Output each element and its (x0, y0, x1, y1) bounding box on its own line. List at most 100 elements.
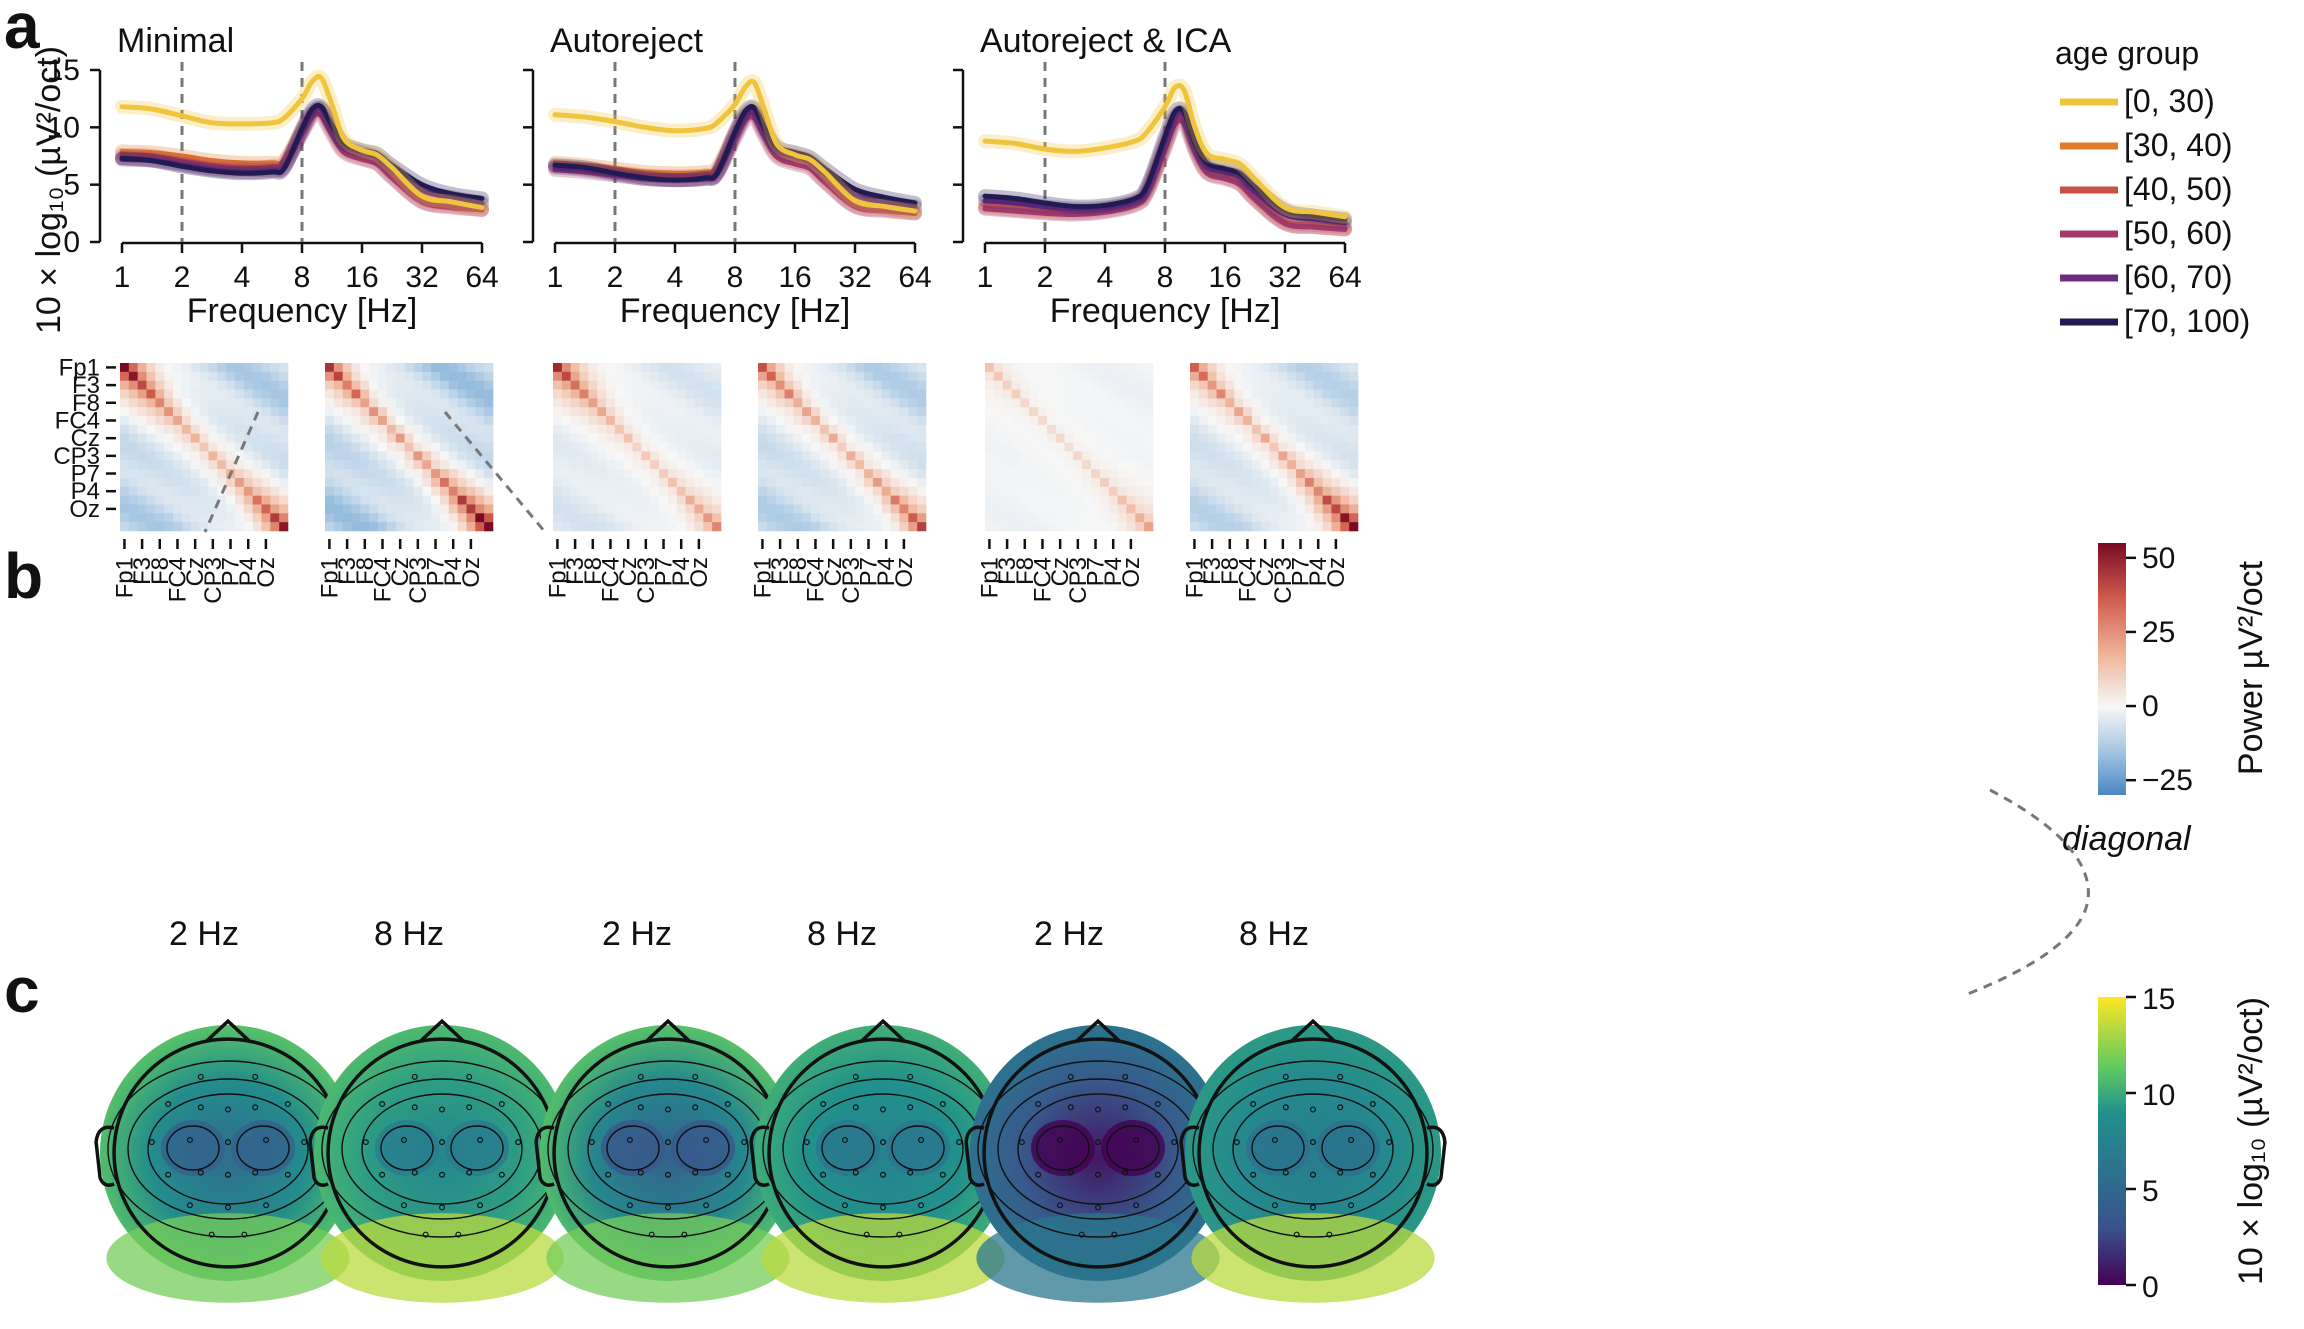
matrix-cell (457, 424, 467, 435)
matrix-cell (1331, 513, 1341, 523)
matrix-cell (570, 363, 580, 373)
matrix-cell (164, 424, 174, 435)
matrix-cell (1349, 442, 1359, 452)
matrix-cell (632, 451, 642, 461)
matrix-cell (190, 513, 200, 523)
contour-line (821, 1125, 875, 1171)
matrix-cell (1243, 416, 1253, 426)
matrix-cell (325, 486, 335, 496)
topomap-posterior-region (1191, 1213, 1435, 1303)
matrix-cell (811, 363, 821, 373)
matrix-cell (1099, 389, 1110, 399)
matrix-cell (351, 504, 361, 514)
sensor-dot (1035, 1101, 1042, 1108)
matrix-cell (579, 398, 589, 408)
matrix-cell (685, 424, 695, 435)
sensor-dot (1309, 1171, 1316, 1178)
age-group-legend: age group [0, 30)[30, 40)[40, 50)[50, 60… (2055, 35, 2250, 339)
matrix-cell (855, 504, 865, 514)
matrix-cell (484, 451, 494, 461)
matrix-cell (181, 363, 192, 373)
matrix-cell (650, 380, 660, 390)
matrix-cell (252, 460, 262, 470)
matrix-cell (632, 389, 642, 399)
sensor-dot (1369, 1101, 1376, 1108)
matrix-cell (395, 460, 405, 470)
matrix-cell (899, 460, 909, 470)
matrix-cell (758, 407, 768, 417)
matrix-cell (199, 380, 209, 390)
matrix-cell (1287, 495, 1297, 505)
matrix-cell (650, 522, 660, 532)
matrix-cell (342, 398, 352, 408)
matrix-cell (993, 513, 1003, 523)
sensor-dot (197, 1169, 204, 1176)
matrix-cell (650, 363, 660, 373)
matrix-cell (985, 416, 995, 426)
matrix-cell (261, 513, 271, 523)
matrix-cell (439, 389, 450, 399)
x-tick-label: 32 (838, 261, 871, 294)
matrix-x-tick-label: F3 (129, 557, 156, 585)
matrix-cell (1322, 371, 1332, 381)
matrix-cell (685, 389, 695, 399)
matrix-cell (828, 522, 838, 532)
matrix-cell (146, 495, 156, 505)
matrix-cell (413, 416, 423, 426)
matrix-cell (342, 460, 352, 470)
matrix-cell (190, 398, 200, 408)
matrix-cell (431, 486, 441, 496)
matrix-cell (819, 407, 830, 417)
matrix-cell (1278, 398, 1288, 408)
matrix-cell (632, 495, 642, 505)
matrix-cell (457, 495, 467, 505)
matrix-cell (712, 380, 722, 390)
matrix-cell (1340, 460, 1350, 470)
matrix-cell (457, 522, 467, 532)
matrix-cell (261, 451, 271, 461)
matrix-cell (439, 380, 450, 390)
matrix-cell (1322, 469, 1332, 479)
matrix-frequency-label: 8 Hz (1239, 915, 1309, 953)
matrix-cell (579, 424, 589, 435)
matrix-cell (676, 380, 686, 390)
matrix-cell (1144, 460, 1154, 470)
matrix-cell (872, 416, 883, 426)
matrix-cell (1287, 442, 1297, 452)
matrix-cell (422, 363, 432, 373)
matrix-cell (1055, 486, 1065, 496)
matrix-cell (386, 371, 397, 381)
matrix-cell (422, 460, 432, 470)
matrix-cell (1055, 477, 1065, 488)
matrix-cell (597, 424, 607, 435)
matrix-cell (1198, 486, 1208, 496)
matrix-cell (1011, 522, 1021, 532)
matrix-cell (448, 371, 458, 381)
matrix-cell (261, 363, 271, 373)
matrix-cell (1260, 513, 1270, 523)
matrix-cell (802, 363, 812, 373)
matrix-cell (208, 398, 218, 408)
matrix-cell (623, 522, 633, 532)
matrix-cell (1349, 513, 1359, 523)
matrix-cell (1020, 380, 1030, 390)
matrix-cell (766, 442, 776, 452)
matrix-cell (597, 522, 607, 532)
matrix-cell (1135, 398, 1145, 408)
matrix-cell (1117, 451, 1127, 461)
matrix-cell (864, 486, 874, 496)
sensor-dot (1154, 1101, 1161, 1108)
matrix-cell (899, 416, 909, 426)
matrix-cell (457, 451, 467, 461)
matrix-cell (881, 398, 891, 408)
matrix-cell (703, 513, 713, 523)
matrix-cell (899, 371, 909, 381)
matrix-cell (475, 407, 485, 417)
matrix-cell (1011, 469, 1021, 479)
series-line (552, 78, 918, 214)
matrix-cell (917, 495, 927, 505)
matrix-cell (899, 363, 909, 373)
matrix-cell (993, 407, 1003, 417)
colorbar-tick-label: 25 (2142, 616, 2175, 649)
matrix-cell (1135, 495, 1145, 505)
